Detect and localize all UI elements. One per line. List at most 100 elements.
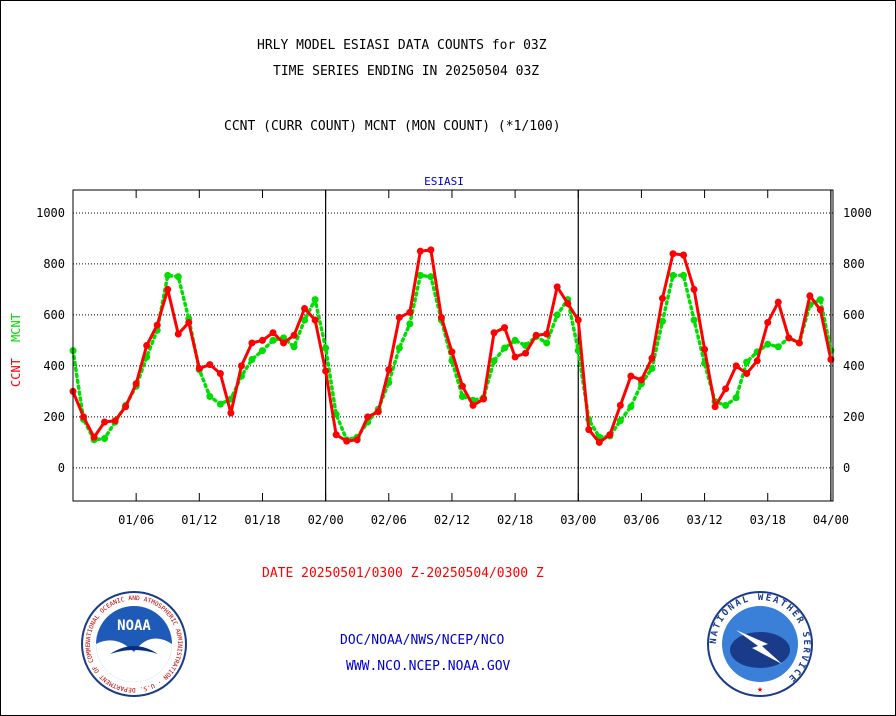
ccnt-data-point xyxy=(301,305,309,313)
date-range-label: DATE 20250501/0300 Z-20250504/0300 Z xyxy=(262,566,544,581)
y-tick-label-left: 800 xyxy=(43,257,65,271)
ccnt-data-point xyxy=(732,362,740,370)
x-tick-label: 01/18 xyxy=(244,513,280,527)
mcnt-data-point xyxy=(301,316,309,324)
mcnt-data-point xyxy=(416,271,424,279)
ccnt-data-point xyxy=(216,370,224,378)
ccnt-data-point xyxy=(532,331,540,339)
ccnt-data-point xyxy=(437,313,445,321)
mcnt-data-point xyxy=(774,343,782,351)
ccnt-data-point xyxy=(311,316,319,324)
ccnt-data-point xyxy=(616,401,624,409)
ccnt-data-point xyxy=(237,362,245,370)
chart-title-line-1: HRLY MODEL ESIASI DATA COUNTS for 03Z xyxy=(257,38,547,53)
mcnt-data-point xyxy=(501,344,509,352)
ccnt-data-point xyxy=(543,330,551,338)
mcnt-data-point xyxy=(616,417,624,425)
ccnt-data-point xyxy=(764,319,772,327)
ccnt-data-point xyxy=(501,324,509,332)
y-tick-label-right: 200 xyxy=(843,410,865,424)
mcnt-data-point xyxy=(543,339,551,347)
ccnt-data-point xyxy=(185,319,193,327)
ccnt-data-point xyxy=(364,413,372,421)
ccnt-data-point xyxy=(795,339,803,347)
nws-logo: NATIONAL WEATHER SERVICE ★ xyxy=(707,591,813,697)
ccnt-data-point xyxy=(753,357,761,365)
mcnt-data-point xyxy=(322,344,330,352)
x-tick-label: 02/06 xyxy=(371,513,407,527)
mcnt-data-point xyxy=(216,400,224,408)
ccnt-data-point xyxy=(206,361,214,369)
ccnt-data-point xyxy=(469,401,477,409)
ccnt-series-line xyxy=(71,248,833,444)
x-tick-label: 02/18 xyxy=(497,513,533,527)
ccnt-data-point xyxy=(395,313,403,321)
ccnt-data-point xyxy=(774,298,782,306)
ccnt-data-point xyxy=(258,336,266,344)
org-path-link[interactable]: DOC/NOAA/NWS/NCEP/NCO xyxy=(340,633,505,648)
y-tick-label-left: 0 xyxy=(58,461,65,475)
y-tick-label-right: 600 xyxy=(843,308,865,322)
ccnt-data-point xyxy=(711,403,719,411)
ccnt-data-point xyxy=(658,294,666,302)
ccnt-data-point xyxy=(669,250,677,258)
ccnt-data-point xyxy=(585,426,593,434)
chart-subtitle: CCNT (CURR COUNT) MCNT (MON COUNT) (*1/1… xyxy=(224,119,561,134)
ccnt-data-point xyxy=(227,409,235,417)
mcnt-data-point xyxy=(427,273,435,281)
mcnt-data-point xyxy=(164,271,172,279)
mcnt-data-point xyxy=(553,311,561,319)
ccnt-data-point xyxy=(164,285,172,293)
ccnt-data-point xyxy=(290,331,298,339)
x-tick-label: 01/06 xyxy=(118,513,154,527)
x-tick-label: 02/00 xyxy=(308,513,344,527)
ccnt-data-point xyxy=(111,417,119,425)
ccnt-data-point xyxy=(195,364,203,372)
ccnt-data-point xyxy=(806,292,814,300)
mcnt-data-point xyxy=(627,403,635,411)
mcnt-data-point xyxy=(406,320,414,328)
ccnt-data-point xyxy=(637,376,645,384)
plot-label: ESIASI xyxy=(424,175,464,188)
ccnt-data-point xyxy=(332,431,340,439)
x-tick-label: 01/12 xyxy=(181,513,217,527)
ccnt-data-point xyxy=(374,408,382,416)
ccnt-data-point xyxy=(743,370,751,378)
plot-area-border xyxy=(72,189,834,502)
ccnt-data-point xyxy=(564,299,572,307)
y-tick-label-right: 800 xyxy=(843,257,865,271)
ccnt-data-point xyxy=(427,246,435,254)
ccnt-data-point xyxy=(480,395,488,403)
mcnt-data-point xyxy=(458,392,466,400)
ccnt-data-point xyxy=(722,385,730,393)
ccnt-data-point xyxy=(816,306,824,314)
mcnt-data-point xyxy=(174,273,182,281)
ccnt-data-point xyxy=(522,349,530,357)
mcnt-data-point xyxy=(732,394,740,402)
y-axis-label-ccnt: CCNT xyxy=(9,358,23,387)
ccnt-data-point xyxy=(511,353,519,361)
ccnt-data-point xyxy=(174,330,182,338)
x-tick-label: 03/12 xyxy=(687,513,723,527)
ccnt-data-point xyxy=(490,329,498,337)
y-tick-label-right: 0 xyxy=(843,461,850,475)
ccnt-data-point xyxy=(343,437,351,445)
ccnt-data-point xyxy=(785,334,793,342)
ccnt-data-point xyxy=(153,321,161,329)
website-link[interactable]: WWW.NCO.NCEP.NOAA.GOV xyxy=(346,659,511,674)
y-tick-label-left: 400 xyxy=(43,359,65,373)
mcnt-data-point xyxy=(311,296,319,304)
ccnt-data-point xyxy=(101,418,109,426)
mcnt-data-point xyxy=(395,344,403,352)
mcnt-data-point xyxy=(490,357,498,365)
ccnt-data-point xyxy=(701,345,709,353)
ccnt-data-point xyxy=(122,403,130,411)
ccnt-data-point xyxy=(322,367,330,375)
ccnt-data-point xyxy=(132,380,140,388)
mcnt-data-point xyxy=(680,271,688,279)
mcnt-data-point xyxy=(722,401,730,409)
noaa-logo: NOAA NATIONAL OCEANIC AND ATMOSPHERIC AD… xyxy=(80,590,187,697)
ccnt-data-point xyxy=(680,251,688,259)
mcnt-data-point xyxy=(101,435,109,443)
